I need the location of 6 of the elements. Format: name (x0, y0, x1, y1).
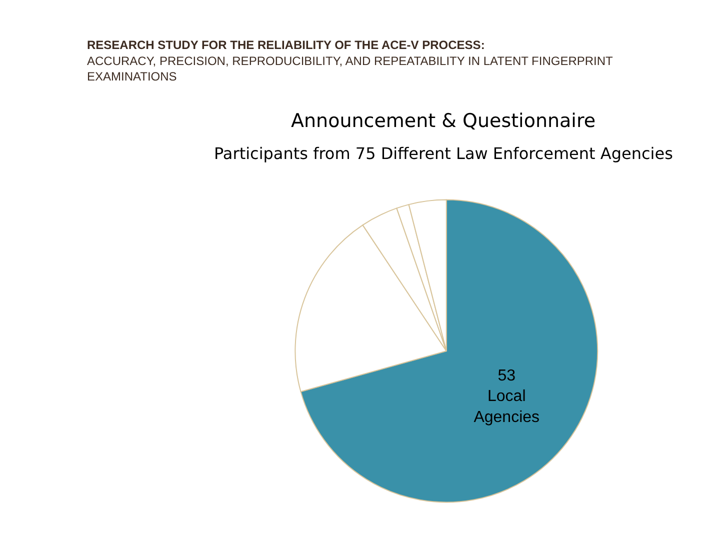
slice-label: Local Agencies (474, 388, 540, 426)
text: RESEARCH STUDY FOR THE RELIABILITY OF THE ACE-V PROCESS: (87, 38, 485, 52)
chart-title: Announcement & Questionnaire (291, 110, 596, 132)
text: ACCURACY, PRECISION, REPRODUCIBILITY, AND REPEATABILITY IN LATENT FINGERPRINT EXAMINATIONS (87, 54, 614, 84)
data-label: 53 (498, 367, 516, 384)
chart-subtitle: Participants from 75 Different Law Enforcement Agencies (214, 144, 673, 163)
